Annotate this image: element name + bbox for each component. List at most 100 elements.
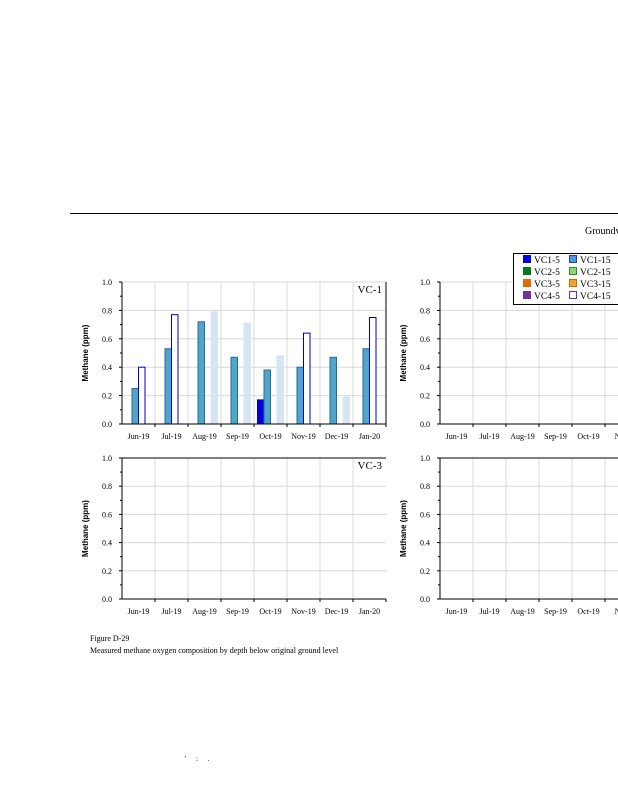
x-tick-label: Jun-19	[128, 432, 150, 441]
bar-sep-19-s1	[230, 356, 238, 425]
legend-label: VC4-15	[580, 292, 611, 302]
bar-jun-19-s2	[138, 366, 146, 425]
bar-oct-19-s1	[263, 369, 271, 425]
legend-item-vc1-5: VC1-5	[523, 255, 560, 267]
x-tick-label: Jun-19	[446, 607, 468, 616]
bar-jun-19-s1	[131, 388, 139, 425]
y-tick-label: 1.0	[102, 454, 112, 463]
y-axis-label: Methane (ppm)	[81, 324, 90, 381]
x-tick-label: Jul-19	[480, 432, 500, 441]
y-tick-label: 1.0	[420, 278, 430, 287]
x-tick-label: Jul-19	[480, 607, 500, 616]
x-tick-label: Aug-19	[192, 607, 216, 616]
legend-item-vc3-5: VC3-5	[523, 279, 560, 291]
figure-caption: Figure D-29 Measured methane oxygen comp…	[90, 633, 338, 657]
x-tick-label: Sep-19	[226, 607, 249, 616]
caption-text: Measured methane oxygen composition by d…	[90, 646, 339, 655]
bar-aug-19-s3	[210, 311, 218, 425]
y-tick-label: 0.6	[102, 510, 112, 519]
x-tick-label: Oct-19	[259, 607, 281, 616]
x-tick-label: Nov	[615, 432, 618, 441]
x-tick-label: Aug-19	[510, 607, 534, 616]
x-tick-label: Jun-19	[446, 432, 468, 441]
y-tick-label: 1.0	[420, 454, 430, 463]
x-tick-label: Oct-19	[577, 432, 599, 441]
bar-dec-19-s3	[342, 396, 350, 425]
bar-nov-19-s2	[303, 332, 311, 425]
legend-label: VC1-15	[580, 256, 611, 266]
x-tick-label: Sep-19	[544, 432, 567, 441]
x-tick-label: Nov-19	[291, 607, 315, 616]
legend-swatch	[523, 255, 531, 263]
legend-swatch	[523, 267, 531, 275]
x-tick-label: Oct-19	[259, 432, 281, 441]
legend-label: VC3-15	[580, 280, 611, 290]
y-tick-label: 0.8	[102, 482, 112, 491]
legend-swatch	[569, 291, 577, 299]
y-tick-label: 0.2	[102, 392, 112, 401]
x-tick-label: Jun-19	[128, 607, 150, 616]
legend-label: VC1-5	[534, 256, 560, 266]
x-tick-label: Jul-19	[162, 607, 182, 616]
bar-jan-20-s1	[362, 348, 370, 425]
legend-item-vc2-5: VC2-5	[523, 267, 560, 279]
legend-swatch	[569, 279, 577, 287]
y-tick-label: 0.2	[420, 567, 430, 576]
legend-label: VC2-5	[534, 268, 560, 278]
legend-label: VC4-5	[534, 292, 560, 302]
y-tick-label: 0.0	[102, 420, 112, 429]
y-tick-label: 0.8	[102, 306, 112, 315]
panel-label: VC-3	[358, 460, 383, 472]
legend-item-vc1-15: VC1-15	[569, 255, 611, 267]
legend-item-vc4-15: VC4-15	[569, 291, 611, 303]
bar-aug-19-s1	[197, 321, 205, 425]
y-tick-label: 0.8	[420, 306, 430, 315]
legend-item-vc4-5: VC4-5	[523, 291, 560, 303]
footer-marks: ' : .	[185, 755, 214, 763]
y-axis-label: Methane (ppm)	[81, 500, 90, 557]
x-tick-label: Sep-19	[226, 432, 249, 441]
header-rule	[70, 213, 618, 214]
legend-item-vc3-15: VC3-15	[569, 279, 611, 291]
bar-jul-19-s1	[164, 348, 172, 425]
panel-label: VC-1	[358, 284, 382, 296]
y-tick-label: 0.2	[420, 392, 430, 401]
y-tick-label: 0.8	[420, 482, 430, 491]
y-tick-label: 0.4	[102, 363, 112, 372]
y-axis-label: Methane (ppm)	[399, 324, 408, 381]
y-tick-label: 0.6	[420, 510, 430, 519]
y-axis-label: Methane (ppm)	[399, 500, 408, 557]
legend-label: VC2-15	[580, 268, 611, 278]
x-tick-label: Nov-19	[291, 432, 315, 441]
x-tick-label: Nov	[615, 607, 618, 616]
y-tick-label: 0.0	[102, 595, 112, 604]
chart-legend: VC1-5 VC1-15 VC2-5 VC2-15 VC3-5 VC3-15 VC4-5 VC…	[513, 253, 618, 305]
x-tick-label: Oct-19	[577, 607, 599, 616]
legend-item-vc2-15: VC2-15	[569, 267, 611, 279]
y-tick-label: 0.0	[420, 420, 430, 429]
legend-swatch	[523, 279, 531, 287]
y-tick-label: 0.0	[420, 595, 430, 604]
legend-swatch	[569, 255, 577, 263]
y-tick-label: 0.4	[102, 539, 112, 548]
legend-swatch	[523, 291, 531, 299]
y-tick-label: 0.4	[420, 539, 430, 548]
y-tick-label: 0.6	[420, 335, 430, 344]
y-tick-label: 0.6	[102, 335, 112, 344]
bar-jan-20-s2	[369, 317, 377, 425]
x-tick-label: Aug-19	[192, 432, 216, 441]
y-tick-label: 0.4	[420, 363, 430, 372]
legend-swatch	[569, 267, 577, 275]
bar-jul-19-s2	[171, 314, 179, 425]
bar-sep-19-s3	[243, 322, 251, 425]
bar-oct-19-s0	[257, 399, 265, 425]
caption-title: Figure D-29	[90, 634, 130, 643]
bar-dec-19-s1	[329, 356, 337, 425]
y-tick-label: 1.0	[102, 278, 112, 287]
x-tick-label: Jul-19	[162, 432, 182, 441]
bar-nov-19-s1	[296, 366, 304, 425]
x-tick-label: Aug-19	[510, 432, 534, 441]
x-tick-label: Jan-20	[359, 432, 380, 441]
y-tick-label: 0.2	[102, 567, 112, 576]
